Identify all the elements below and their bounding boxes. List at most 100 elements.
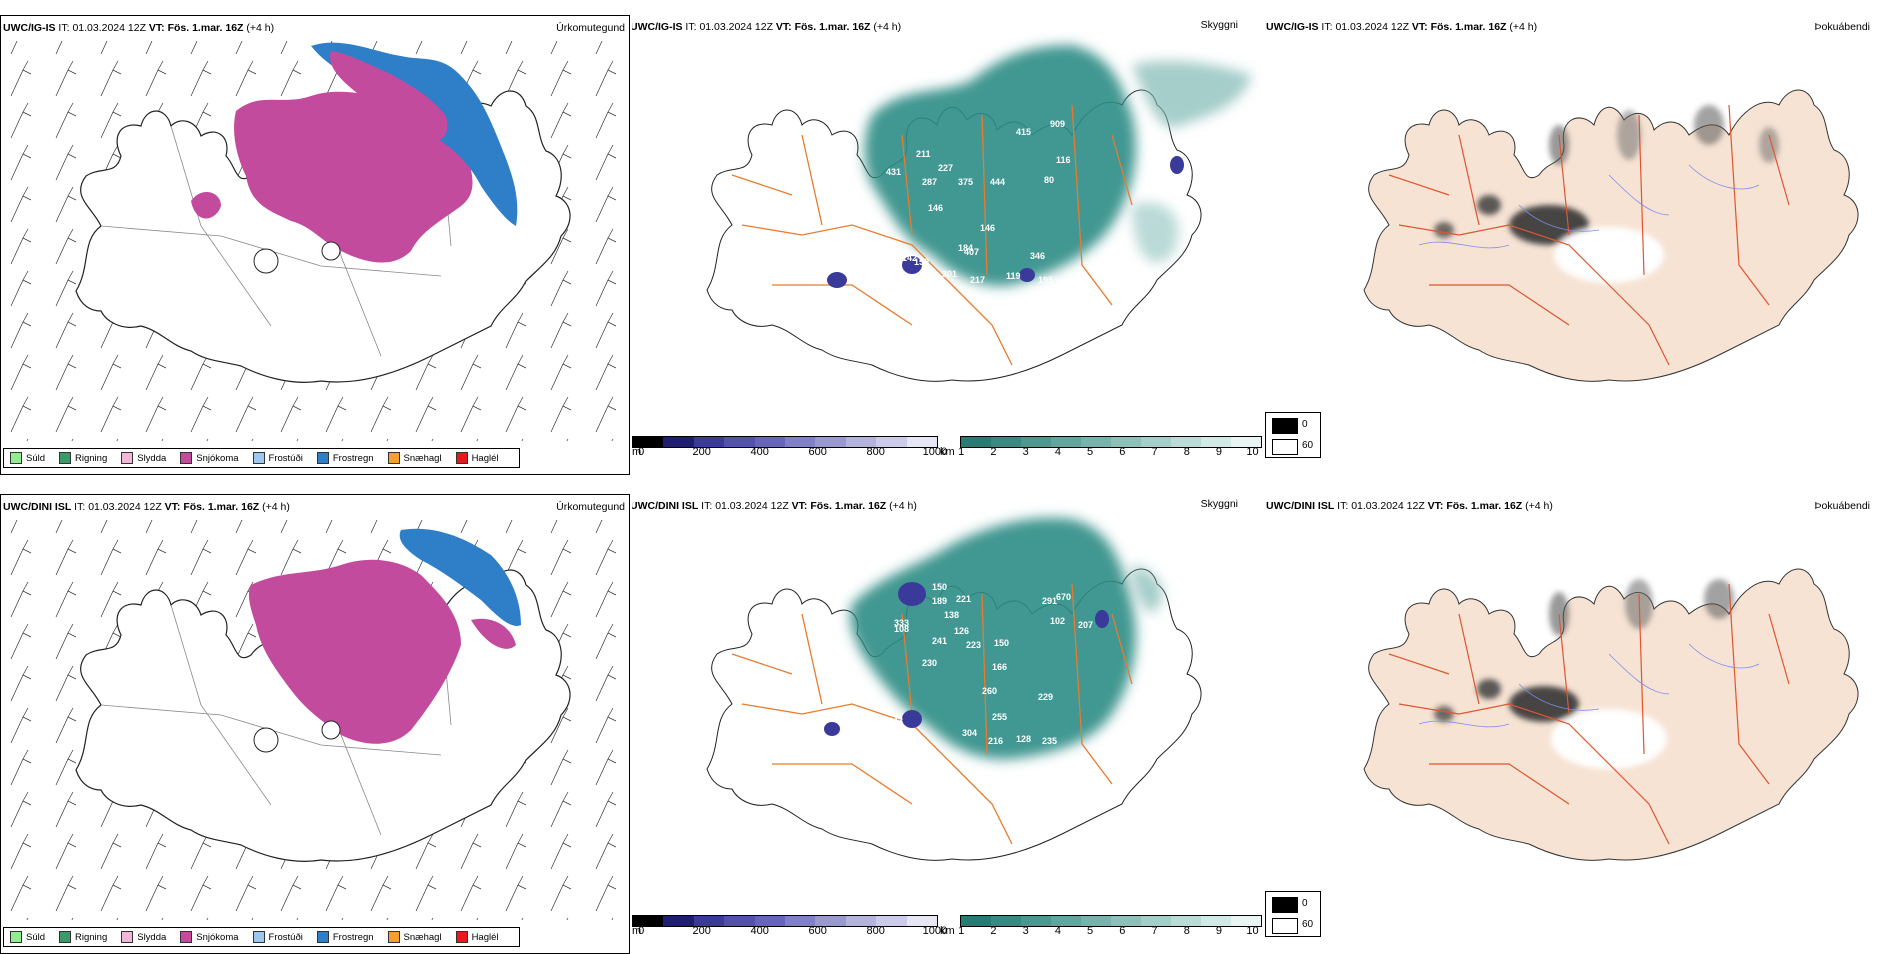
- colorbar-segment: [663, 916, 694, 926]
- colorbar-tick: 1000: [922, 446, 948, 458]
- glacier-2: [321, 720, 341, 740]
- colorbar-tick: 600: [808, 925, 827, 937]
- cloud-base-value-label: 207: [1078, 620, 1093, 630]
- colorbar-segment: [754, 916, 786, 926]
- colorbar-tick: 0: [638, 446, 645, 458]
- colorbar-segment: [1081, 916, 1111, 926]
- cloud-base-value-label: 211: [916, 149, 931, 159]
- colorbar-tick: 1000: [922, 925, 948, 937]
- roads: [1388, 583, 1790, 845]
- legend-item-frostregn: Frostregn: [316, 931, 374, 943]
- variable-name: Úrkomutegund: [556, 22, 625, 34]
- colorbar-segment: [633, 437, 664, 447]
- colorbar-segment: [991, 437, 1021, 447]
- glacier-1: [253, 248, 279, 274]
- colorbar-tick: 0: [638, 925, 645, 937]
- cloud-base-colorbar-1: [632, 436, 938, 448]
- cloud-base-value-label: 407: [964, 247, 979, 257]
- colorbar-segment: [1081, 437, 1111, 447]
- colorbar-tick: 7: [1151, 925, 1158, 937]
- panel-header: UWC/IG-IS IT: 01.03.2024 12Z VT: Fös. 1.…: [632, 21, 902, 33]
- colorbar-tick: 4: [1054, 925, 1061, 937]
- cloud-base-unit: m: [632, 446, 642, 458]
- snow-area-west: [191, 191, 221, 219]
- snow-area-main: [234, 91, 473, 263]
- colorbar-tick: 800: [866, 446, 885, 458]
- low-cloud-base-3: [1095, 610, 1109, 628]
- fog-min-swatch: [1272, 418, 1298, 434]
- colorbar-segment: [1231, 916, 1261, 926]
- colorbar-tick: 4: [1054, 446, 1061, 458]
- colorbar-tick: 7: [1151, 446, 1158, 458]
- colorbar-segment: [693, 916, 725, 926]
- legend-item-slydda: Slydda: [121, 452, 166, 464]
- legend-item-frostregn: Frostregn: [316, 452, 374, 464]
- colorbar-tick: 2: [990, 446, 997, 458]
- cloud-base-value-label: 221: [956, 594, 971, 604]
- fog-max-label: 60: [1302, 440, 1314, 451]
- cloud-base-value-label: 150: [932, 582, 947, 592]
- legend-item-frostudi: Frostúði: [252, 452, 303, 464]
- colorbar-tick: 600: [808, 446, 827, 458]
- cloud-base-value-label: 346: [1030, 251, 1045, 261]
- cloud-base-value-label: 333: [894, 618, 909, 628]
- colorbar-tick: 1: [958, 925, 965, 937]
- colorbar-segment: [876, 916, 907, 926]
- colorbar-segment: [724, 437, 755, 447]
- precip-legend: Súld Rigning Slydda Snjókoma Frostúði Fr…: [3, 448, 520, 468]
- cloud-base-value-label: 216: [988, 736, 1003, 746]
- cloud-base-value-label: 146: [928, 203, 943, 213]
- panel-header: UWC/IG-IS IT: 01.03.2024 12Z VT: Fös. 1.…: [1266, 21, 1538, 33]
- cloud-base-value-label: 189: [932, 596, 947, 606]
- low-cloud-base-1: [827, 272, 847, 288]
- cloud-base-value-label: 116: [1056, 155, 1071, 165]
- legend-item-sudl: Súld: [10, 452, 45, 464]
- visibility-panel-1: 211 227 431 287 375 146 444 415 909 116 80 146 184 14…: [632, 15, 1262, 475]
- panel-header: UWC/IG-IS IT: 01.03.2024 12Z VT: Fös. 1.…: [3, 22, 275, 34]
- cloud-base-value-label: 146: [980, 223, 995, 233]
- low-cloud-base-1: [898, 582, 926, 606]
- visibility-colorbar-1: [960, 436, 1262, 448]
- cloud-base-value-label: 150: [994, 638, 1009, 648]
- cloud-base-value-label: 159: [914, 257, 929, 267]
- colorbar-tick: 400: [750, 446, 769, 458]
- colorbar-segment: [845, 916, 877, 926]
- cloud-base-value-label: 287: [922, 177, 937, 187]
- colorbar-segment: [785, 916, 816, 926]
- cloud-base-value-label: 126: [954, 626, 969, 636]
- visibility-unit: km: [940, 925, 955, 937]
- cloud-base-unit: m: [632, 925, 642, 937]
- snow-area-east: [471, 618, 516, 649]
- cloud-base-value-label: 223: [966, 640, 981, 650]
- legend-item-haglel: Haglél: [455, 931, 499, 943]
- cloud-base-value-label: 241: [932, 636, 947, 646]
- cloud-base-value-label: 184: [958, 243, 973, 253]
- cloud-base-value-label: 415: [1016, 127, 1031, 137]
- cloud-base-value-label: 138: [944, 610, 959, 620]
- fog-max-label: 60: [1302, 919, 1314, 930]
- fog-map-2: [1363, 568, 1859, 861]
- colorbar-tick: 10: [1246, 925, 1259, 937]
- legend-item-rigning: Rigning: [59, 452, 107, 464]
- cloud-base-value-label: 444: [990, 177, 1005, 187]
- legend-item-snaehagl: Snæhagl: [387, 931, 442, 943]
- legend-item-rigning: Rigning: [59, 931, 107, 943]
- colorbar-tick: 8: [1183, 446, 1190, 458]
- colorbar-segment: [663, 437, 694, 447]
- variable-name: Skyggni: [1200, 19, 1238, 31]
- cloud-base-value-label: 255: [992, 712, 1007, 722]
- colorbar-segment: [991, 916, 1021, 926]
- visibility-panel-2: 150 189 221 333 138 108 126 241 223 150 291 670 102 2…: [632, 494, 1262, 954]
- colorbar-segment: [1021, 437, 1051, 447]
- colorbar-tick: 200: [692, 446, 711, 458]
- visibility-colorbar-2: [960, 915, 1262, 927]
- colorbar-segment: [1201, 437, 1231, 447]
- fog-panel-2: UWC/DINI ISL IT: 01.03.2024 12Z VT: Fös.…: [1264, 494, 1894, 954]
- colorbar-tick: 3: [1022, 446, 1029, 458]
- colorbar-segment: [1111, 437, 1141, 447]
- cloud-base-value-label: 227: [938, 163, 953, 173]
- cloud-base-value-label: 166: [992, 662, 1007, 672]
- panel-header: UWC/DINI ISL IT: 01.03.2024 12Z VT: Fös.…: [1266, 500, 1553, 512]
- colorbar-tick: 10: [1246, 446, 1259, 458]
